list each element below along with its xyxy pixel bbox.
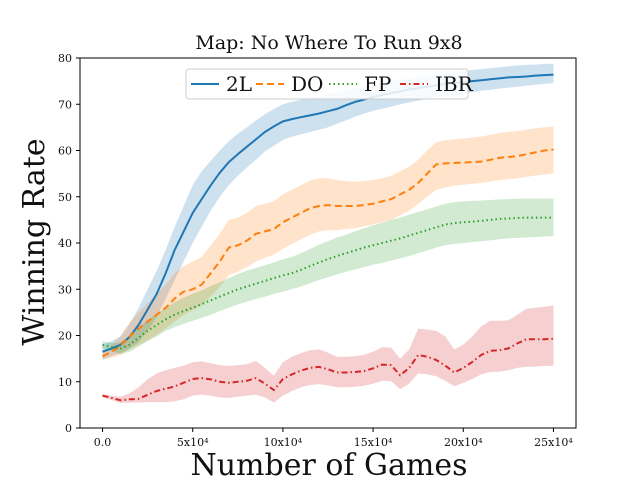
x-axis-label: Number of Games (190, 448, 467, 480)
x-axis-ticks: 0.0 5x10⁴ 10x10⁴ 15x10⁴ 20x10⁴ 25x10⁴ (94, 428, 573, 449)
confidence-bands (102, 63, 554, 403)
x-tick-label: 10x10⁴ (264, 436, 303, 449)
x-tick-label: 5x10⁴ (177, 436, 209, 449)
y-tick-label: 20 (58, 330, 72, 343)
chart-title: Map: No Where To Run 9x8 (195, 32, 462, 54)
y-tick-label: 60 (58, 145, 72, 158)
y-tick-label: 0 (65, 422, 72, 435)
line-2l (102, 73, 554, 353)
line-fp (102, 216, 554, 350)
line-do (102, 148, 554, 358)
y-tick-label: 40 (58, 237, 72, 250)
y-axis-ticks: 0 10 20 30 40 50 60 70 80 (58, 52, 80, 435)
legend-label-2l: 2L (226, 72, 252, 96)
legend: 2L DO FP IBR (185, 68, 474, 100)
band-do (102, 126, 554, 360)
y-tick-label: 10 (58, 376, 72, 389)
y-tick-label: 80 (58, 52, 72, 65)
legend-label-fp: FP (364, 72, 391, 96)
y-axis-label: Winning Rate (17, 138, 52, 345)
band-ibr (102, 305, 554, 403)
band-fp (102, 198, 554, 354)
y-tick-label: 30 (58, 283, 72, 296)
y-tick-label: 50 (58, 191, 72, 204)
legend-box (185, 68, 469, 100)
legend-label-ibr: IBR (435, 72, 474, 96)
x-tick-label: 25x10⁴ (534, 436, 573, 449)
series-lines (102, 73, 554, 402)
x-tick-label: 0.0 (94, 436, 112, 449)
x-tick-label: 20x10⁴ (444, 436, 483, 449)
legend-label-do: DO (291, 72, 323, 96)
x-tick-label: 15x10⁴ (354, 436, 393, 449)
y-tick-label: 70 (58, 98, 72, 111)
